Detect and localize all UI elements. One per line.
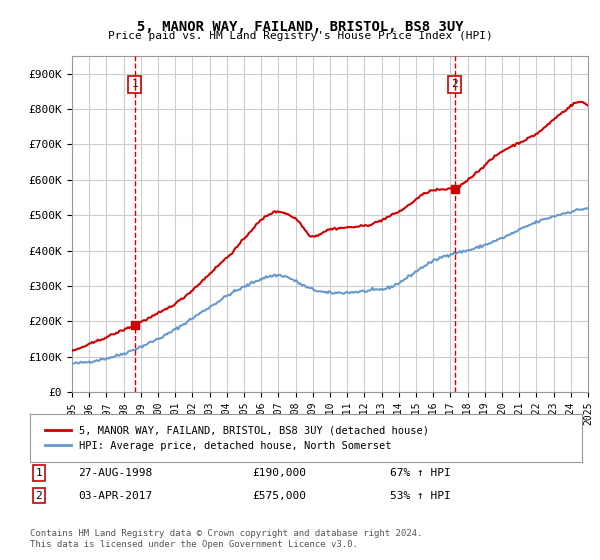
Text: 03-APR-2017: 03-APR-2017	[78, 491, 152, 501]
Text: Contains HM Land Registry data © Crown copyright and database right 2024.
This d: Contains HM Land Registry data © Crown c…	[30, 529, 422, 549]
Legend: 5, MANOR WAY, FAILAND, BRISTOL, BS8 3UY (detached house), HPI: Average price, de: 5, MANOR WAY, FAILAND, BRISTOL, BS8 3UY …	[41, 422, 433, 455]
Text: 53% ↑ HPI: 53% ↑ HPI	[390, 491, 451, 501]
Text: 2: 2	[35, 491, 43, 501]
Text: 67% ↑ HPI: 67% ↑ HPI	[390, 468, 451, 478]
Text: 5, MANOR WAY, FAILAND, BRISTOL, BS8 3UY: 5, MANOR WAY, FAILAND, BRISTOL, BS8 3UY	[137, 20, 463, 34]
Text: 1: 1	[35, 468, 43, 478]
Text: 1: 1	[131, 80, 138, 89]
Text: 2: 2	[451, 80, 458, 89]
Text: 27-AUG-1998: 27-AUG-1998	[78, 468, 152, 478]
Text: Price paid vs. HM Land Registry's House Price Index (HPI): Price paid vs. HM Land Registry's House …	[107, 31, 493, 41]
Text: £575,000: £575,000	[252, 491, 306, 501]
Text: £190,000: £190,000	[252, 468, 306, 478]
